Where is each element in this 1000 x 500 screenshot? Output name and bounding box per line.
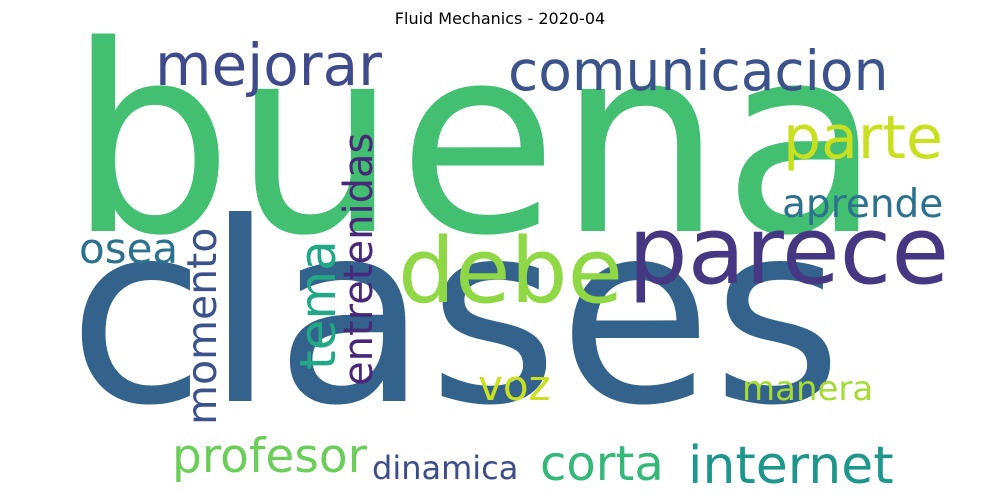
word-mejorar: mejorar bbox=[155, 31, 383, 99]
word-dinamica: dinamica bbox=[372, 449, 519, 487]
word-comunicacion: comunicacion bbox=[508, 39, 889, 103]
word-parte: parte bbox=[783, 103, 943, 173]
word-aprende: aprende bbox=[782, 182, 944, 227]
word-profesor: profesor bbox=[172, 429, 367, 484]
word-buena: buena bbox=[68, 0, 882, 293]
word-momento: momento bbox=[178, 227, 226, 425]
word-corta: corta bbox=[540, 436, 664, 492]
chart-title: Fluid Mechanics - 2020-04 bbox=[394, 9, 606, 28]
word-osea: osea bbox=[79, 224, 179, 273]
word-entretenidas: entretenidas bbox=[336, 132, 382, 386]
word-parece: parece bbox=[628, 197, 950, 306]
word-voz: voz bbox=[478, 361, 551, 410]
word-clases: clases bbox=[68, 169, 843, 460]
word-debe: debe bbox=[398, 219, 623, 324]
word-internet: internet bbox=[688, 436, 894, 496]
word-manera: manera bbox=[742, 369, 874, 409]
